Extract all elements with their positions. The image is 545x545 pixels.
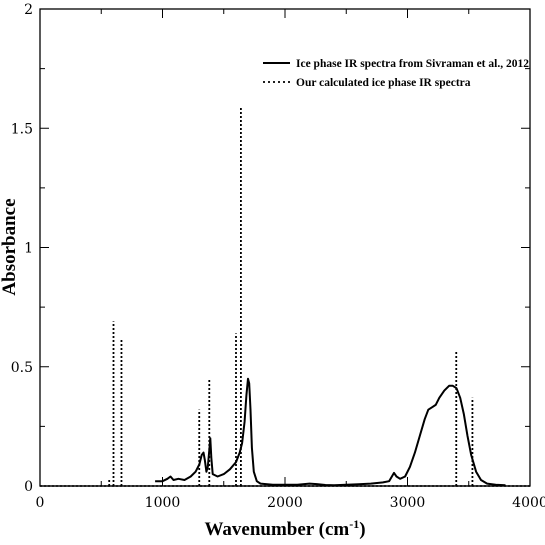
y-tick-label: 1.5 xyxy=(11,121,33,137)
y-axis-label: Absorbance xyxy=(0,198,20,295)
legend-label-dotted: Our calculated ice phase IR spectra xyxy=(296,77,471,89)
x-axis-label-main: Wavenumber (cm xyxy=(204,519,349,540)
x-tick-label: 4000 xyxy=(512,495,545,511)
x-tick-label: 0 xyxy=(36,495,45,511)
x-axis-label-superscript: -1 xyxy=(349,517,359,531)
y-tick-label: 0.5 xyxy=(11,360,33,376)
x-axis-label: Wavenumber (cm-1) xyxy=(204,517,365,540)
x-tick-label: 2000 xyxy=(267,495,303,511)
y-tick-label: 2 xyxy=(24,2,33,18)
plot-frame xyxy=(39,8,531,487)
legend-label-solid: Ice phase IR spectra from Sivraman et al… xyxy=(296,58,529,70)
solid-series-line xyxy=(155,377,506,487)
x-tick-label: 3000 xyxy=(390,495,426,511)
y-tick-label: 0 xyxy=(24,479,33,495)
legend: Ice phase IR spectra from Sivraman et al… xyxy=(263,58,529,89)
axis-ticks: 0 1000 2000 3000 4000 0 0.5 1 1.5 2 xyxy=(11,2,545,511)
x-tick-label: 1000 xyxy=(145,495,181,511)
y-tick-label: 1 xyxy=(24,241,33,257)
plot-series xyxy=(40,106,530,487)
x-axis-label-close: ) xyxy=(359,519,365,540)
